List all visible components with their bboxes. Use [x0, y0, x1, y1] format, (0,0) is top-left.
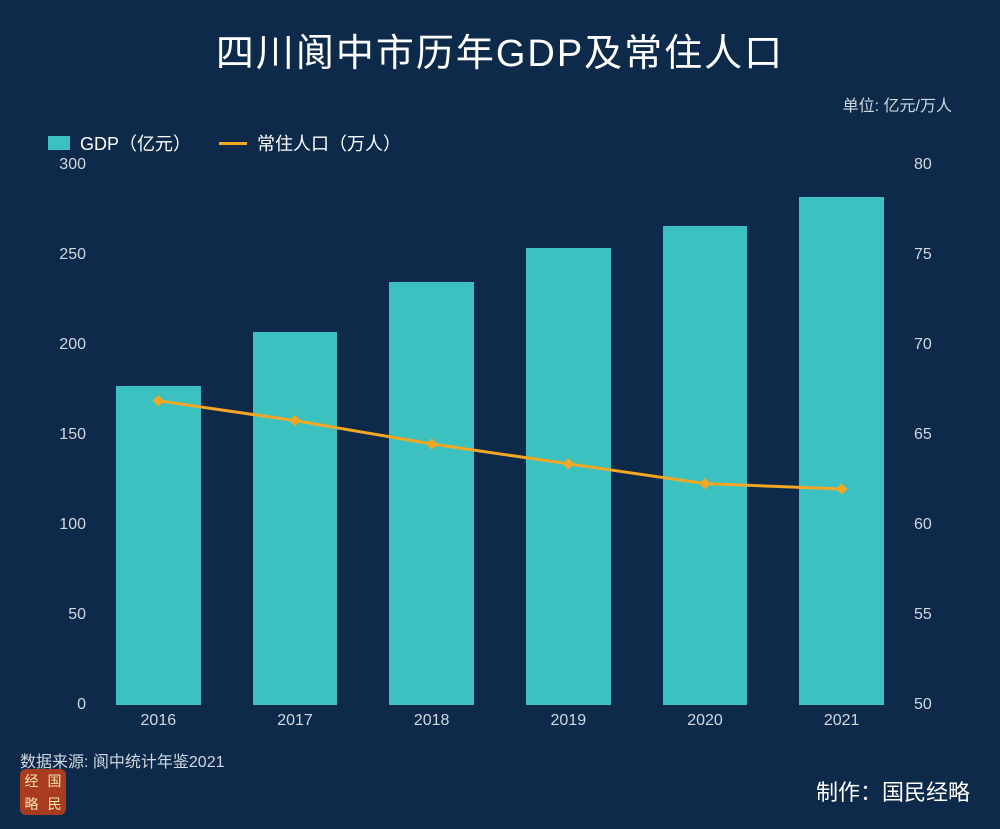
- line-marker-icon: [699, 478, 710, 489]
- line-layer: [90, 165, 910, 705]
- y-right-tick: 75: [914, 246, 954, 264]
- x-tick-label: 2017: [277, 712, 313, 730]
- logo-char: 经: [25, 774, 39, 788]
- y-left-tick: 150: [42, 426, 86, 444]
- y-right-tick: 55: [914, 606, 954, 624]
- line-marker-icon: [836, 483, 847, 494]
- legend-pop-label: 常住人口（万人）: [257, 130, 401, 156]
- line-marker-icon: [426, 438, 437, 449]
- x-axis-labels: 2016 2017 2018 2019 2020 2021: [90, 712, 910, 736]
- line-marker-icon: [563, 458, 574, 469]
- logo-char: 民: [48, 797, 62, 811]
- legend-gdp-label: GDP（亿元）: [80, 130, 191, 156]
- y-left-tick: 0: [42, 696, 86, 714]
- y-left-tick: 300: [42, 156, 86, 174]
- y-left-tick: 200: [42, 336, 86, 354]
- y-axis-right: 50556065707580: [914, 165, 954, 705]
- legend-item-gdp: GDP（亿元）: [48, 130, 191, 156]
- x-tick-label: 2018: [414, 712, 450, 730]
- y-right-tick: 70: [914, 336, 954, 354]
- x-tick-label: 2019: [551, 712, 587, 730]
- x-tick-label: 2021: [824, 712, 860, 730]
- line-marker-icon: [153, 395, 164, 406]
- y-right-tick: 50: [914, 696, 954, 714]
- bar-swatch-icon: [48, 136, 70, 150]
- logo-icon: 经 国 略 民: [20, 769, 66, 815]
- credit-label: 制作：国民经略: [816, 775, 970, 807]
- chart-title: 四川阆中市历年GDP及常住人口: [0, 0, 1000, 77]
- legend-item-pop: 常住人口（万人）: [219, 130, 401, 156]
- line-swatch-icon: [219, 142, 247, 145]
- x-tick-label: 2016: [141, 712, 177, 730]
- y-left-tick: 50: [42, 606, 86, 624]
- y-left-tick: 250: [42, 246, 86, 264]
- y-axis-left: 050100150200250300: [42, 165, 86, 705]
- x-tick-label: 2020: [687, 712, 723, 730]
- line-marker-icon: [289, 415, 300, 426]
- unit-label: 单位: 亿元/万人: [843, 92, 952, 116]
- logo-char: 国: [48, 774, 62, 788]
- legend: GDP（亿元） 常住人口（万人）: [48, 130, 401, 156]
- chart-area: 050100150200250300 50556065707580: [90, 165, 910, 705]
- logo-char: 略: [25, 797, 39, 811]
- y-right-tick: 60: [914, 516, 954, 534]
- y-right-tick: 80: [914, 156, 954, 174]
- y-left-tick: 100: [42, 516, 86, 534]
- line-path: [158, 401, 841, 489]
- y-right-tick: 65: [914, 426, 954, 444]
